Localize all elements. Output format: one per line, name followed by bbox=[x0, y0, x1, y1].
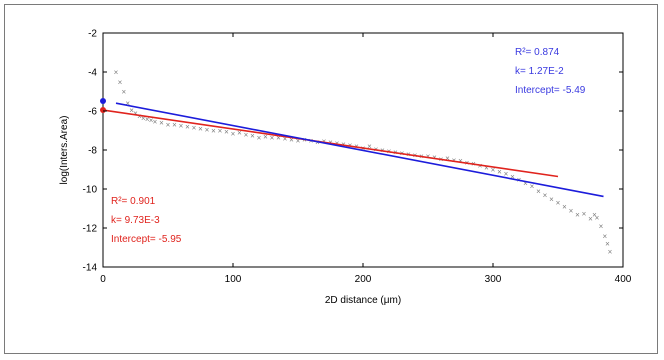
data-point: × bbox=[510, 172, 515, 181]
data-point: × bbox=[458, 157, 463, 166]
data-point: × bbox=[592, 210, 597, 219]
data-point: × bbox=[575, 210, 580, 219]
blue-intercept-label: Intercept= -5.49 bbox=[515, 85, 586, 96]
data-point: × bbox=[283, 134, 288, 143]
data-point: × bbox=[250, 131, 255, 140]
data-point: × bbox=[289, 135, 294, 144]
data-point: × bbox=[114, 68, 119, 77]
blue-fit-annotation: R²= 0.874 k= 1.27E-2 Intercept= -5.49 bbox=[515, 47, 586, 96]
data-point: × bbox=[543, 191, 548, 200]
red-r2-label: R²= 0.901 bbox=[111, 196, 156, 207]
data-point: × bbox=[257, 133, 262, 142]
data-point: × bbox=[153, 118, 158, 127]
data-point: × bbox=[296, 136, 301, 145]
figure-frame: × × × × × × × × × × × × × × × × × × × × × × × × × × × × × × × × × × × × × × × ×… bbox=[4, 4, 658, 354]
data-point: × bbox=[218, 127, 223, 136]
data-point: × bbox=[315, 138, 320, 147]
data-point: × bbox=[224, 127, 229, 136]
x-tick-label: 0 bbox=[100, 274, 106, 285]
blue-fit-line bbox=[115, 102, 604, 198]
data-point: × bbox=[244, 130, 249, 139]
red-fit-line bbox=[102, 109, 559, 178]
data-point: × bbox=[145, 115, 150, 124]
data-point: × bbox=[237, 128, 242, 137]
data-point: × bbox=[491, 166, 496, 175]
data-point: × bbox=[602, 232, 607, 241]
data-point: × bbox=[276, 133, 281, 142]
data-point: × bbox=[588, 214, 593, 223]
data-point: × bbox=[133, 109, 138, 118]
data-point: × bbox=[192, 124, 197, 133]
data-point: × bbox=[432, 153, 437, 162]
data-point: × bbox=[141, 114, 146, 123]
data-point: × bbox=[211, 127, 216, 136]
red-k-label: k= 9.73E-3 bbox=[111, 215, 160, 226]
data-point: × bbox=[452, 156, 457, 165]
y-axis-label: log(Inters.Area) bbox=[59, 116, 70, 185]
data-point: × bbox=[172, 121, 177, 130]
x-tick-label: 100 bbox=[225, 274, 242, 285]
regression-chart: ××××× × × × × × × × × × × × × × × × × × × × × × × × × × × × × × ×× × × × ×… bbox=[59, 29, 632, 307]
blue-k-label: k= 1.27E-2 bbox=[515, 66, 564, 77]
data-point: × bbox=[179, 122, 184, 131]
data-point: × bbox=[121, 88, 126, 97]
data-point: × bbox=[523, 179, 528, 188]
data-point: × bbox=[205, 126, 210, 135]
data-point: × bbox=[166, 121, 171, 130]
axis-ticks: 0 100 200 300 400 -2 -4 -6 -8 -10 -12 -14 bbox=[83, 29, 632, 286]
data-point: × bbox=[367, 142, 372, 151]
data-point: × bbox=[530, 182, 535, 191]
data-point: × bbox=[137, 112, 142, 121]
x-tick-label: 300 bbox=[485, 274, 502, 285]
x-tick-label: 400 bbox=[615, 274, 632, 285]
data-point: × bbox=[599, 222, 604, 231]
y-tick-label: -14 bbox=[83, 263, 98, 274]
data-point: × bbox=[125, 99, 130, 108]
data-point: × bbox=[231, 129, 236, 138]
data-point: × bbox=[562, 203, 567, 212]
y-tick-label: -12 bbox=[83, 224, 98, 235]
x-tick-label: 200 bbox=[355, 274, 372, 285]
y-tick-label: -8 bbox=[88, 146, 97, 157]
data-point: × bbox=[149, 116, 154, 125]
data-point: × bbox=[478, 162, 483, 171]
y-tick-label: -2 bbox=[88, 29, 97, 40]
data-point: × bbox=[582, 209, 587, 218]
data-point: × bbox=[504, 169, 509, 178]
x-axis-label: 2D distance (μm) bbox=[325, 295, 401, 306]
red-intercept-label: Intercept= -5.95 bbox=[111, 234, 182, 245]
data-point: × bbox=[595, 213, 600, 222]
blue-intercept-marker bbox=[100, 98, 106, 105]
data-point: × bbox=[198, 125, 203, 134]
data-point: × bbox=[270, 133, 275, 142]
data-point: × bbox=[549, 195, 554, 204]
y-tick-label: -6 bbox=[88, 107, 97, 118]
data-point: × bbox=[159, 119, 164, 128]
y-tick-label: -10 bbox=[83, 185, 98, 196]
data-point: × bbox=[536, 187, 541, 196]
blue-r2-label: R²= 0.874 bbox=[515, 47, 560, 58]
data-point: × bbox=[426, 152, 431, 161]
data-point: × bbox=[129, 106, 134, 115]
y-tick-label: -4 bbox=[88, 68, 97, 79]
data-point: × bbox=[263, 132, 268, 141]
data-point: × bbox=[185, 123, 190, 132]
fit-lines bbox=[100, 98, 604, 198]
data-point: × bbox=[608, 247, 613, 256]
data-point: × bbox=[569, 206, 574, 215]
red-intercept-marker bbox=[100, 107, 106, 114]
data-point: × bbox=[484, 164, 489, 173]
data-point: × bbox=[556, 199, 561, 208]
red-fit-annotation: R²= 0.901 k= 9.73E-3 Intercept= -5.95 bbox=[111, 196, 182, 245]
data-point: × bbox=[605, 240, 610, 249]
data-point: × bbox=[118, 78, 123, 87]
data-point: × bbox=[445, 154, 450, 163]
data-point: × bbox=[497, 167, 502, 176]
